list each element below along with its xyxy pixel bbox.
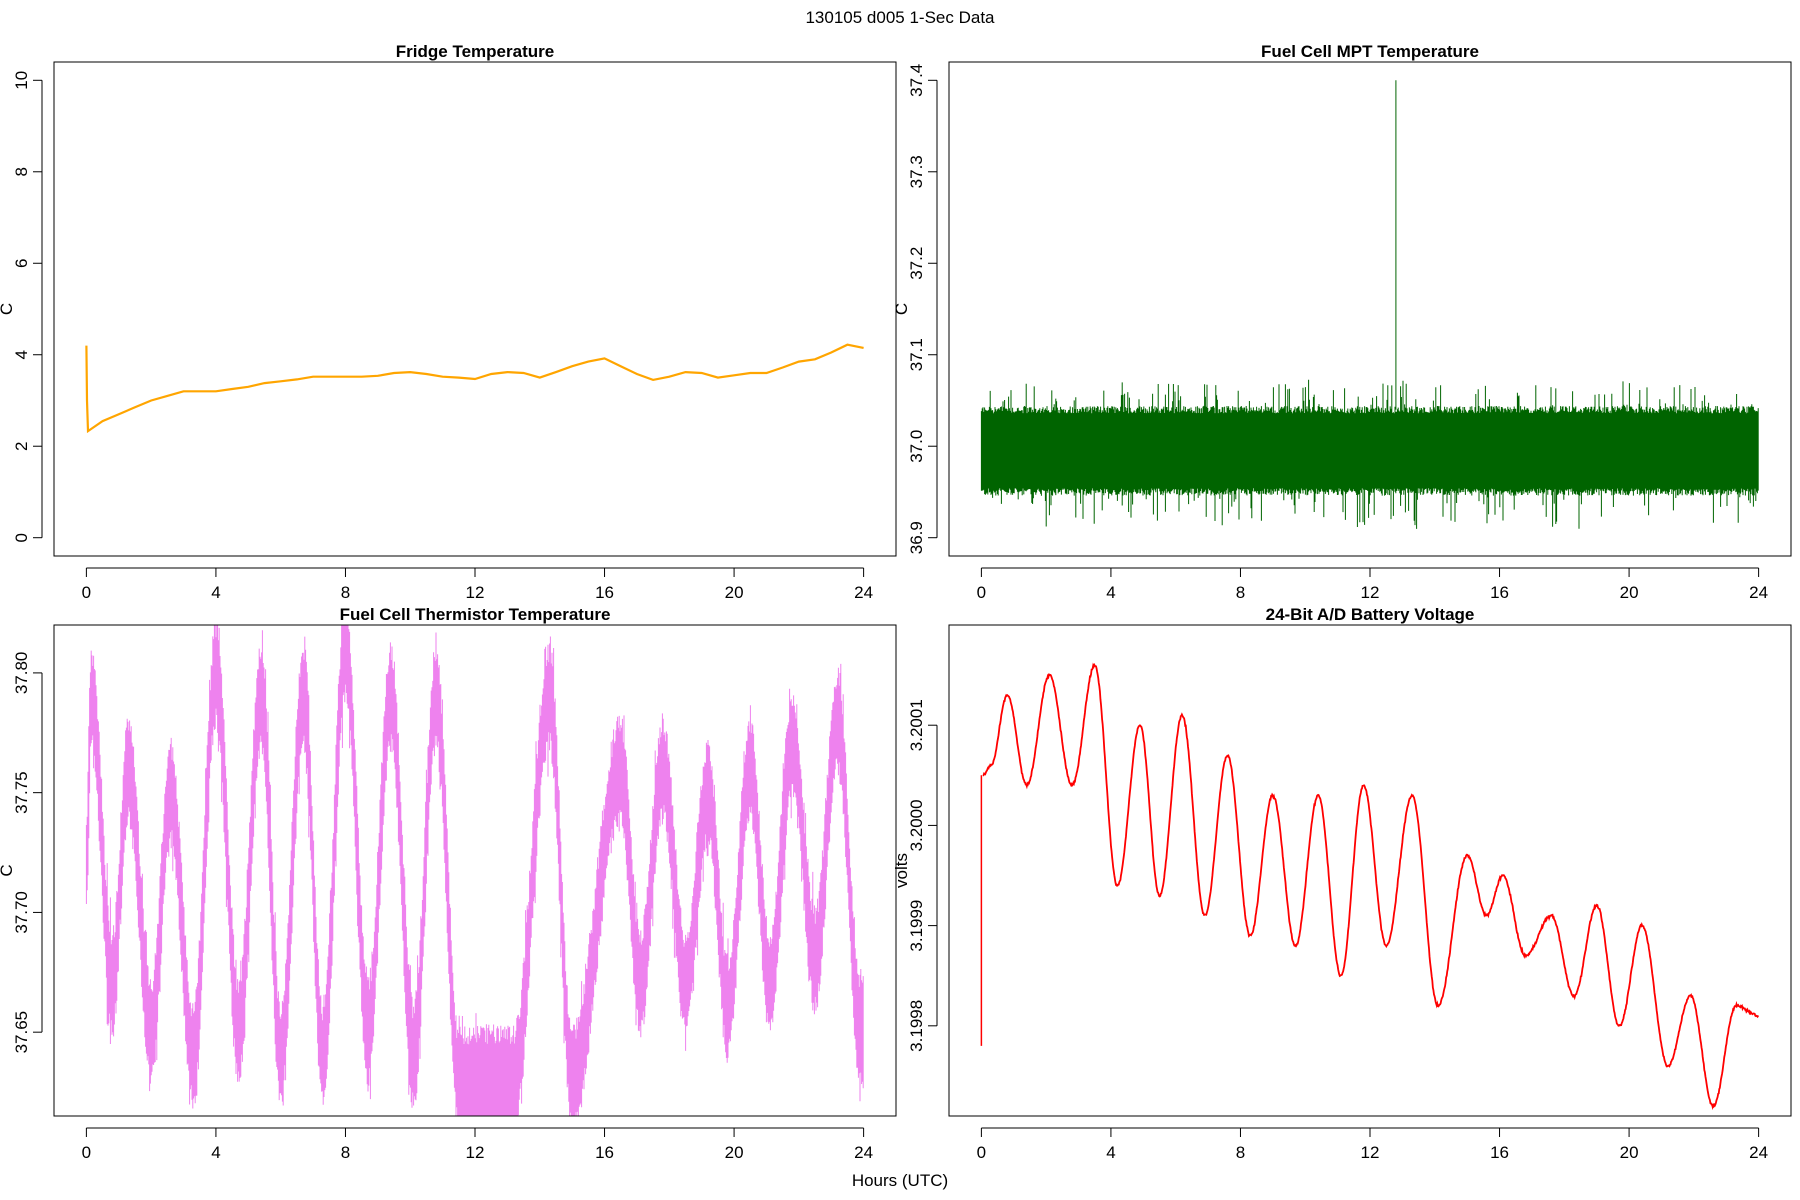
plot-area xyxy=(980,80,1759,529)
x-tick-label: 24 xyxy=(854,583,873,602)
y-axis: 0 2 4 6 8 10 xyxy=(12,71,43,542)
x-tick-label: 12 xyxy=(1361,583,1380,602)
x-tick-label: 8 xyxy=(341,1143,350,1162)
x-tick-label: 0 xyxy=(82,1143,91,1162)
panel-title: Fridge Temperature xyxy=(396,42,554,61)
panel-4: 24-Bit A/D Battery Voltage volts 0 4 8 12 16 20… xyxy=(892,605,1792,1162)
y-axis: 37.65 37.70 37.75 37.80 xyxy=(12,652,43,1054)
y-tick-label: 37.0 xyxy=(907,430,926,463)
panel-ylabel: C xyxy=(892,303,911,315)
x-tick-label: 8 xyxy=(341,583,350,602)
y-tick-label: 0 xyxy=(12,533,31,542)
x-tick-label: 12 xyxy=(466,583,485,602)
y-tick-label: 37.3 xyxy=(907,155,926,188)
x-tick-label: 4 xyxy=(1106,583,1115,602)
plot-frame xyxy=(948,61,1792,557)
panel-title: Fuel Cell Thermistor Temperature xyxy=(340,605,611,624)
x-axis: 0 4 8 12 16 20 24 xyxy=(977,567,1768,602)
panel-2: Fuel Cell MPT Temperature C 0 4 8 12 16 20 24 36.… xyxy=(892,42,1792,602)
x-tick-label: 0 xyxy=(977,583,986,602)
y-tick-label: 4 xyxy=(12,350,31,359)
x-tick-label: 12 xyxy=(466,1143,485,1162)
panel-ylabel: volts xyxy=(892,853,911,888)
y-tick-label: 37.70 xyxy=(12,891,31,934)
x-tick-label: 16 xyxy=(1490,1143,1509,1162)
panel-title: Fuel Cell MPT Temperature xyxy=(1261,42,1479,61)
plot-frame xyxy=(53,61,897,557)
figure-suptitle: 130105 d005 1-Sec Data xyxy=(805,8,995,27)
y-tick-label: 37.75 xyxy=(12,771,31,814)
x-tick-label: 0 xyxy=(82,583,91,602)
x-tick-label: 0 xyxy=(977,1143,986,1162)
x-tick-label: 16 xyxy=(595,583,614,602)
x-tick-label: 4 xyxy=(211,583,220,602)
x-axis: 0 4 8 12 16 20 24 xyxy=(82,567,873,602)
series-line xyxy=(85,343,864,434)
x-tick-label: 24 xyxy=(854,1143,873,1162)
x-tick-label: 8 xyxy=(1236,583,1245,602)
panel-ylabel: C xyxy=(0,303,16,315)
y-axis: 3.1998 3.1999 3.2000 3.2001 xyxy=(907,699,938,1052)
x-tick-label: 8 xyxy=(1236,1143,1245,1162)
y-tick-label: 10 xyxy=(12,71,31,90)
series-band xyxy=(85,625,864,1116)
y-tick-label: 37.4 xyxy=(907,64,926,97)
x-tick-label: 20 xyxy=(725,1143,744,1162)
figure-xlabel: Hours (UTC) xyxy=(852,1171,948,1190)
x-tick-label: 16 xyxy=(1490,583,1509,602)
x-tick-label: 24 xyxy=(1749,583,1768,602)
panel-1: Fridge TemperatureC048121620240246810 xyxy=(0,42,897,602)
y-tick-label: 37.65 xyxy=(12,1011,31,1054)
plot-area xyxy=(85,625,864,1116)
panels: Fridge TemperatureC048121620240246810Fue… xyxy=(0,42,1792,1162)
plot-frame xyxy=(948,624,1792,1117)
x-tick-label: 4 xyxy=(1106,1143,1115,1162)
y-tick-label: 37.80 xyxy=(12,652,31,695)
x-tick-label: 4 xyxy=(211,1143,220,1162)
panel-3: Fuel Cell Thermistor Temperature C 0 4 8 12 16… xyxy=(0,605,897,1162)
plot-area xyxy=(980,662,1759,1111)
x-tick-label: 20 xyxy=(725,583,744,602)
series-line xyxy=(982,662,1759,1111)
y-tick-label: 36.9 xyxy=(907,521,926,554)
y-tick-label: 37.1 xyxy=(907,338,926,371)
x-tick-label: 12 xyxy=(1361,1143,1380,1162)
x-tick-label: 16 xyxy=(595,1143,614,1162)
y-axis: 36.9 37.0 37.1 37.2 37.3 37.4 xyxy=(907,64,938,554)
y-tick-label: 37.2 xyxy=(907,247,926,280)
x-tick-label: 20 xyxy=(1620,1143,1639,1162)
x-axis: 0 4 8 12 16 20 24 xyxy=(977,1127,1768,1162)
x-tick-label: 24 xyxy=(1749,1143,1768,1162)
y-tick-label: 6 xyxy=(12,259,31,268)
x-tick-label: 20 xyxy=(1620,583,1639,602)
x-axis: 0 4 8 12 16 20 24 xyxy=(82,1127,873,1162)
plot-area xyxy=(85,343,864,434)
plot-frame xyxy=(53,624,897,1117)
y-tick-label: 3.1998 xyxy=(907,1000,926,1052)
y-tick-label: 2 xyxy=(12,441,31,450)
panel-title: 24-Bit A/D Battery Voltage xyxy=(1266,605,1475,624)
y-tick-label: 3.1999 xyxy=(907,900,926,952)
series-noise xyxy=(980,379,1759,529)
panel-ylabel: C xyxy=(0,864,16,876)
y-tick-label: 3.2001 xyxy=(907,699,926,751)
y-tick-label: 3.2000 xyxy=(907,799,926,851)
y-tick-label: 8 xyxy=(12,167,31,176)
